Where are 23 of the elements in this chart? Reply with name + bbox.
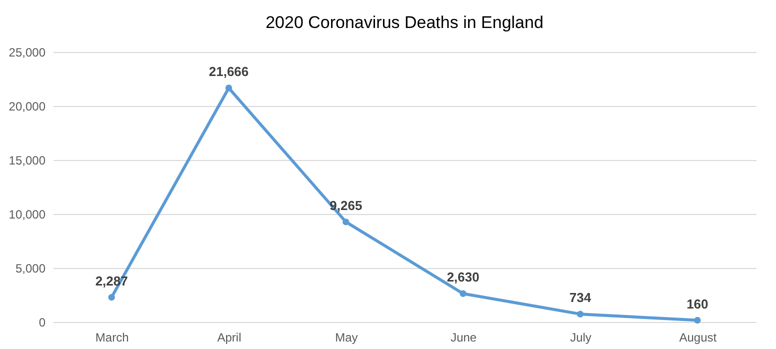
data-label: 21,666 (208, 64, 249, 80)
x-tick-label: March (95, 330, 129, 344)
point (694, 316, 701, 324)
point (342, 218, 350, 226)
x-tick-label: May (335, 330, 358, 344)
x-tick-label: August (679, 330, 718, 344)
point (225, 84, 232, 92)
point (108, 294, 115, 301)
data-label: 2,630 (446, 270, 480, 285)
x-tick-label: April (217, 330, 242, 344)
point (576, 310, 584, 318)
y-tick-label: 15,000 (8, 154, 46, 168)
x-tick-label: July (570, 330, 592, 344)
x-tick-label: June (450, 330, 477, 344)
y-tick-label: 0 (38, 316, 46, 330)
y-tick-label: 20,000 (8, 100, 46, 114)
y-tick-label: 5,000 (15, 262, 46, 276)
chart-title: 2020 Coronavirus Deaths in England (266, 13, 544, 32)
y-tick-label: 25,000 (8, 46, 46, 60)
y-tick-label: 10,000 (8, 208, 46, 222)
data-label: 160 (686, 296, 708, 312)
point (460, 290, 466, 297)
data-label: 734 (569, 290, 592, 306)
